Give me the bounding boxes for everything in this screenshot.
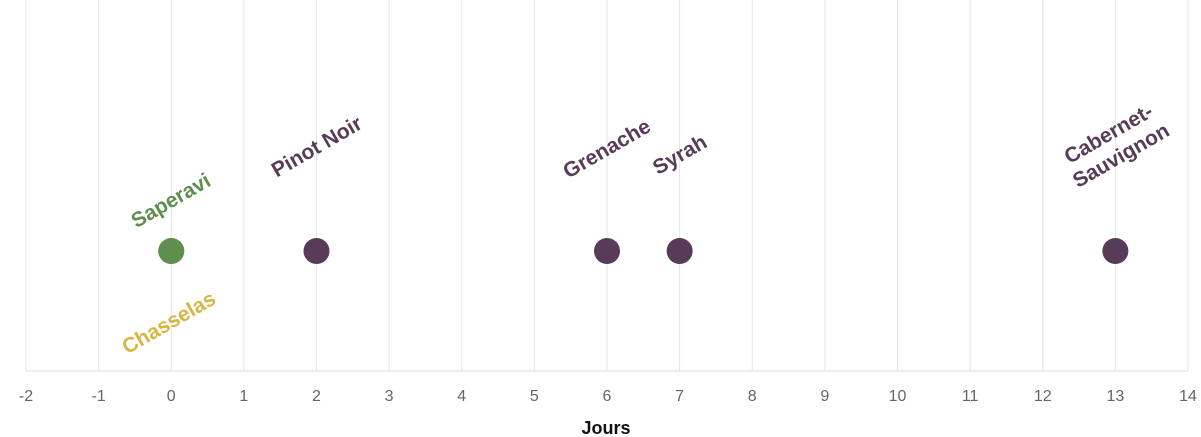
point [1102, 238, 1129, 264]
x-tick-label: -1 [92, 388, 106, 405]
x-tick-label: 5 [530, 388, 539, 405]
point [666, 238, 693, 264]
x-tick-label: 13 [1106, 388, 1124, 405]
x-tick-label: 8 [748, 388, 757, 405]
point [303, 238, 330, 264]
x-tick-label: 7 [675, 388, 684, 405]
x-tick-label: 9 [820, 388, 829, 405]
x-tick-label: 11 [962, 388, 979, 405]
x-tick-label: -2 [19, 388, 33, 405]
x-tick-label: 12 [1034, 388, 1052, 405]
x-axis-label: Jours [581, 418, 630, 437]
x-tick-label: 0 [167, 388, 176, 405]
x-tick-label: 6 [603, 388, 612, 405]
x-tick-label: 1 [239, 388, 248, 405]
x-tick-label: 4 [457, 388, 466, 405]
point [158, 238, 185, 264]
x-tick-label: 2 [312, 388, 321, 405]
x-tick-label: 14 [1179, 388, 1197, 405]
x-tick-label: 3 [385, 388, 394, 405]
x-tick-label: 10 [889, 388, 907, 405]
point [594, 238, 620, 264]
